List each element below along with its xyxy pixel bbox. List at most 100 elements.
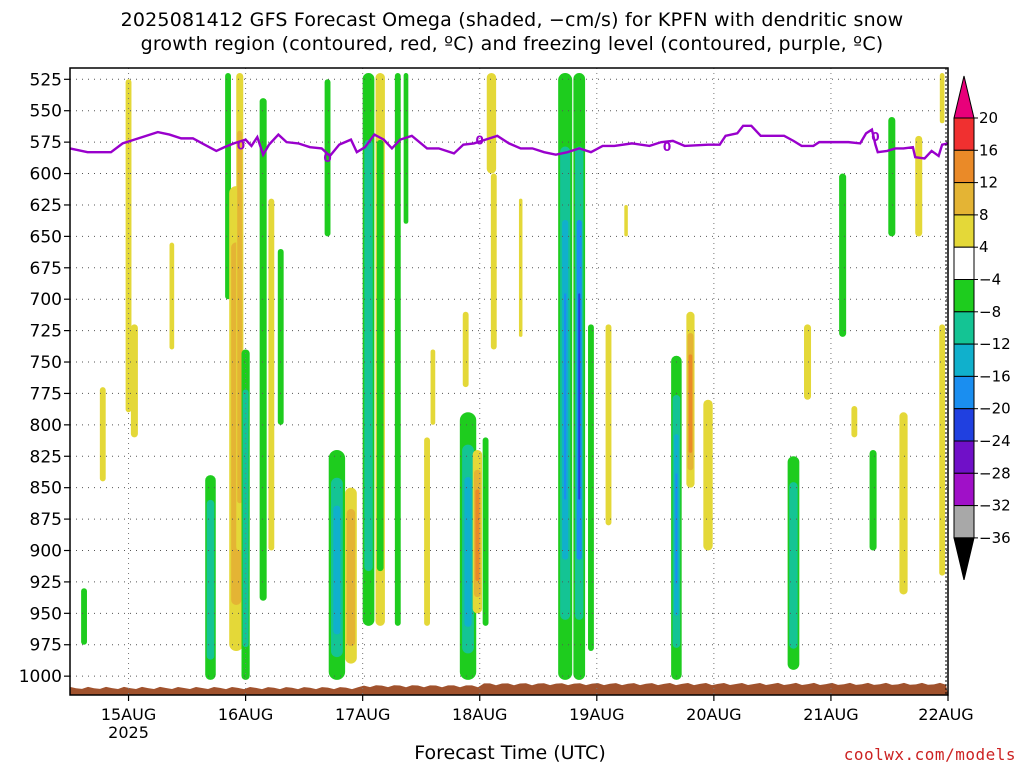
omega-cell-4-0 bbox=[169, 242, 175, 350]
omega-cell-37-1 bbox=[789, 482, 798, 649]
omega-cell-32-0 bbox=[605, 324, 612, 526]
colorbar-segment-16_20 bbox=[953, 117, 975, 151]
omega-cell-22-0 bbox=[462, 311, 469, 388]
x-tick-label-22AUG: 22AUG bbox=[918, 705, 973, 724]
grid-lines bbox=[70, 68, 949, 695]
omega-cell-2-0 bbox=[125, 79, 132, 413]
omega-cell-29-3 bbox=[564, 293, 567, 500]
omega-cell-31-0 bbox=[588, 324, 594, 652]
omega-cell-1-0 bbox=[99, 387, 106, 482]
omega-cell-42-0 bbox=[888, 117, 896, 237]
colorbar-label-12: −32 bbox=[979, 497, 1011, 515]
colorbar-segment-4_8 bbox=[953, 214, 975, 248]
colorbar-segment-neg20_neg16 bbox=[953, 375, 975, 410]
x-tick-label-21AUG: 21AUG bbox=[803, 705, 858, 724]
y-tick-label-575: 575 bbox=[30, 133, 62, 153]
colorbar-label-9: −20 bbox=[979, 400, 1011, 418]
y-tick-label-875: 875 bbox=[30, 510, 62, 530]
colorbar-segment-neg24_neg20 bbox=[953, 408, 975, 442]
x-tick-label-20AUG: 20AUG bbox=[686, 705, 741, 724]
y-tick-label-750: 750 bbox=[30, 353, 62, 373]
x-tick-label-16AUG: 16AUG bbox=[218, 705, 273, 724]
colorbar-label-11: −28 bbox=[979, 464, 1011, 482]
omega-cell-34-3 bbox=[675, 473, 678, 584]
omega-cell-33-0 bbox=[624, 204, 628, 237]
y-tick-label-600: 600 bbox=[30, 165, 62, 185]
omega-cell-10-0 bbox=[259, 98, 267, 601]
omega-cell-40-0 bbox=[851, 406, 858, 438]
omega-cell-45-0 bbox=[939, 73, 945, 124]
colorbar-label-4: 4 bbox=[979, 238, 989, 256]
colorbar-label-2: 12 bbox=[979, 174, 998, 192]
x-tick-year-label: 2025 bbox=[108, 723, 149, 742]
omega-cell-36-0 bbox=[703, 399, 713, 551]
omega-cell-0-0 bbox=[81, 588, 87, 645]
colorbar-label-0: 20 bbox=[979, 109, 998, 127]
colorbar-segment-neg8_neg4 bbox=[953, 279, 975, 313]
omega-cell-25-0 bbox=[482, 437, 489, 626]
y-tick-label-1000: 1000 bbox=[19, 667, 62, 687]
y-tick-label-975: 975 bbox=[30, 636, 62, 656]
terrain-surface bbox=[70, 682, 948, 695]
y-tick-label-825: 825 bbox=[30, 447, 62, 467]
omega-shading bbox=[81, 73, 946, 680]
omega-cell-19-0 bbox=[403, 73, 409, 224]
colorbar-label-8: −16 bbox=[979, 367, 1011, 385]
y-tick-label-525: 525 bbox=[30, 70, 62, 90]
omega-cell-15-1 bbox=[346, 508, 356, 647]
site-credit: coolwx.com/models bbox=[843, 745, 1016, 764]
title-line-2: growth region (contoured, red, ºC) and f… bbox=[140, 33, 884, 55]
colorbar-segment-neg28_neg24 bbox=[953, 440, 975, 474]
y-tick-label-950: 950 bbox=[30, 604, 62, 624]
omega-cell-11-0 bbox=[268, 198, 275, 551]
omega-cell-18-0 bbox=[394, 73, 401, 626]
omega-cell-13-0 bbox=[324, 79, 331, 237]
omega-cell-26-0 bbox=[486, 73, 497, 174]
y-tick-label-850: 850 bbox=[30, 479, 62, 499]
colorbar-label-6: −8 bbox=[979, 303, 1001, 321]
y-tick-label-900: 900 bbox=[30, 542, 62, 562]
colorbar-segment-8_12 bbox=[953, 182, 975, 216]
freezing-level-label-1: 0 bbox=[323, 151, 331, 165]
colorbar-segment-neg16_neg12 bbox=[953, 343, 975, 377]
y-tick-label-650: 650 bbox=[30, 227, 62, 247]
omega-cell-43-0 bbox=[899, 412, 908, 595]
freezing-level-label-0: 0 bbox=[237, 139, 245, 153]
plot-border bbox=[69, 67, 949, 696]
freezing-level-label-3: 0 bbox=[663, 140, 671, 154]
colorbar-label-7: −12 bbox=[979, 335, 1011, 353]
omega-cell-16-1 bbox=[364, 139, 373, 572]
x-axis: 15AUG 16AUG 17AUG 18AUG 19AUG 20AUG 21AUG 22AUG… bbox=[101, 695, 974, 742]
omega-cell-17-1 bbox=[376, 139, 384, 572]
colorbar: 20 16 12 8 4 −4 −8 −12 −16 −20 −24 −28 −32 −36 bbox=[953, 75, 1011, 581]
y-tick-label-800: 800 bbox=[30, 416, 62, 436]
colorbar-top-triangle bbox=[953, 75, 975, 119]
omega-cell-30-3 bbox=[578, 293, 581, 500]
freezing-level-label-2: 0 bbox=[476, 134, 484, 148]
omega-cell-41-0 bbox=[869, 449, 877, 551]
omega-cell-44-0 bbox=[915, 135, 923, 237]
omega-cell-46-0 bbox=[939, 324, 946, 576]
colorbar-segment-neg4_4 bbox=[953, 246, 975, 280]
x-tick-label-19AUG: 19AUG bbox=[569, 705, 624, 724]
freezing-level-line bbox=[69, 124, 949, 160]
colorbar-segment-neg36_neg32 bbox=[953, 505, 975, 539]
freezing-level-contour: 0 0 0 0 0 bbox=[69, 124, 949, 165]
omega-cell-12-0 bbox=[277, 248, 284, 425]
x-tick-label-17AUG: 17AUG bbox=[335, 705, 390, 724]
x-tick-label-15AUG: 15AUG bbox=[101, 705, 156, 724]
omega-cell-14-2 bbox=[333, 505, 341, 635]
freezing-level-label-4: 0 bbox=[871, 130, 879, 144]
omega-cell-39-0 bbox=[839, 173, 847, 337]
colorbar-label-13: −36 bbox=[979, 529, 1011, 547]
x-axis-label: Forecast Time (UTC) bbox=[414, 742, 606, 764]
y-tick-label-675: 675 bbox=[30, 259, 62, 279]
omega-cell-35-2 bbox=[688, 354, 693, 453]
chart-title: 2025081412 GFS Forecast Omega (shaded, −… bbox=[0, 8, 1024, 56]
colorbar-bottom-triangle bbox=[953, 537, 975, 581]
colorbar-label-3: 8 bbox=[979, 206, 989, 224]
colorbar-segment-neg32_neg28 bbox=[953, 472, 975, 507]
plot-frame bbox=[69, 67, 949, 696]
omega-cell-3-0 bbox=[130, 324, 138, 438]
